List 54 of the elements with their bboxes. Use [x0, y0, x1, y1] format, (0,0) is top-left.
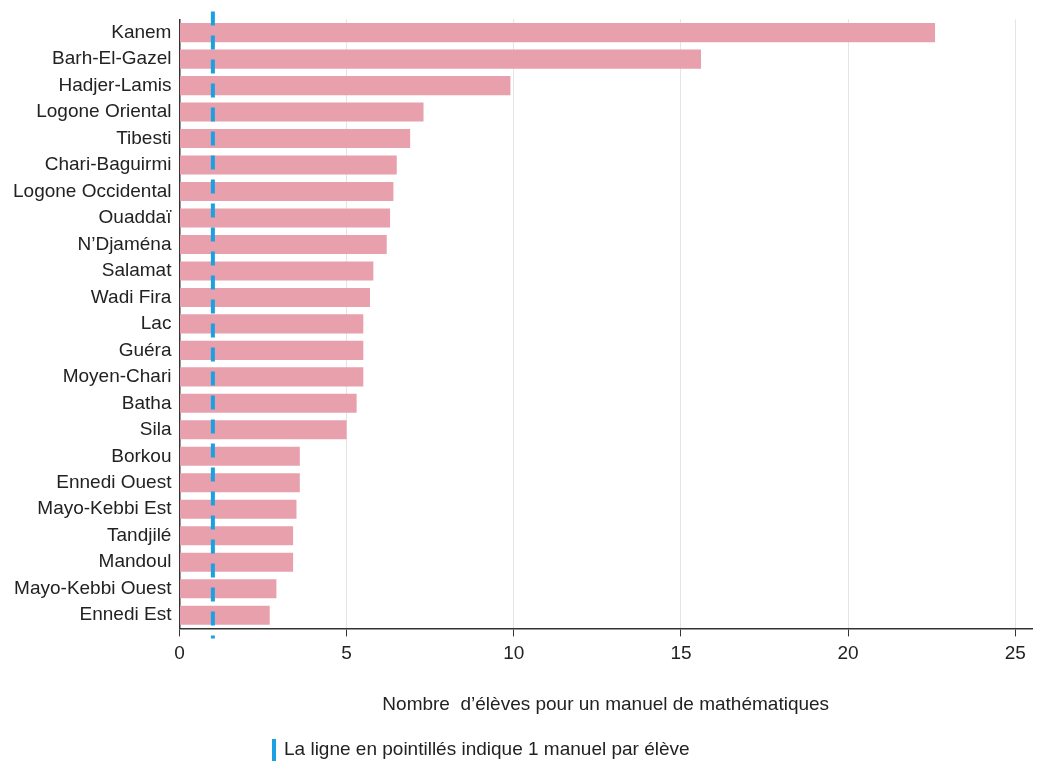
- x-tick-label: 10: [503, 642, 525, 664]
- bar: [179, 76, 511, 96]
- bar: [179, 155, 397, 175]
- x-tick-label: 20: [837, 642, 859, 664]
- x-axis-title: Nombre d’élèves pour un manuel de mathématiques: [382, 692, 830, 714]
- x-tick-label: 25: [1004, 642, 1026, 664]
- bar: [179, 287, 371, 307]
- bar: [179, 261, 374, 281]
- y-tick-label: N’Djaména: [77, 232, 172, 254]
- bar: [179, 579, 277, 599]
- bar: [179, 446, 300, 466]
- bar: [179, 552, 294, 572]
- bar: [179, 23, 936, 43]
- y-tick-label: Barh-El-Gazel: [52, 47, 172, 69]
- x-tick-label: 0: [174, 642, 185, 664]
- bar: [179, 208, 391, 228]
- y-tick-label: Ennedi Est: [79, 603, 173, 625]
- y-tick-label: Ouaddaï: [98, 206, 173, 228]
- bar: [179, 340, 364, 360]
- bar: [179, 473, 300, 493]
- bar: [179, 314, 364, 334]
- bar: [179, 420, 347, 440]
- bar: [179, 49, 702, 69]
- bar: [179, 181, 394, 202]
- y-tick-label: Salamat: [101, 259, 173, 281]
- bar: [179, 234, 387, 254]
- y-tick-label: Logone Occidental: [12, 179, 172, 201]
- y-tick-label: Batha: [121, 391, 172, 413]
- y-tick-label: Chari-Baguirmi: [44, 153, 172, 175]
- y-tick-label: Mayo-Kebbi Est: [37, 497, 173, 519]
- y-tick-label: Borkou: [111, 444, 172, 466]
- bar: [179, 393, 357, 413]
- bar: [179, 102, 424, 122]
- x-tick-label: 5: [341, 642, 352, 664]
- y-tick-label: Wadi Fira: [90, 285, 172, 307]
- y-tick-label: Tandjilé: [107, 523, 172, 545]
- y-tick-label: Mayo-Kebbi Ouest: [14, 576, 173, 598]
- bar: [179, 129, 411, 149]
- y-tick-label: Ennedi Ouest: [56, 471, 173, 492]
- y-tick-label: Hadjer-Lamis: [58, 73, 172, 95]
- y-tick-label: Tibesti: [116, 126, 172, 148]
- x-tick-label: 15: [670, 642, 692, 664]
- bar: [179, 605, 270, 625]
- legend-label: La ligne en pointillés indique 1 manuel par élève: [284, 738, 690, 760]
- y-tick-label: Logone Oriental: [36, 100, 172, 122]
- y-tick-label: Kanem: [111, 20, 172, 42]
- y-tick-label: Sila: [139, 418, 172, 440]
- y-tick-label: Guéra: [118, 338, 172, 360]
- y-tick-label: Moyen-Chari: [62, 365, 172, 387]
- y-tick-label: Lac: [140, 312, 172, 334]
- bar: [179, 499, 297, 519]
- y-tick-label: Mandoul: [98, 550, 172, 572]
- bar: [179, 526, 294, 546]
- bar: [179, 367, 364, 387]
